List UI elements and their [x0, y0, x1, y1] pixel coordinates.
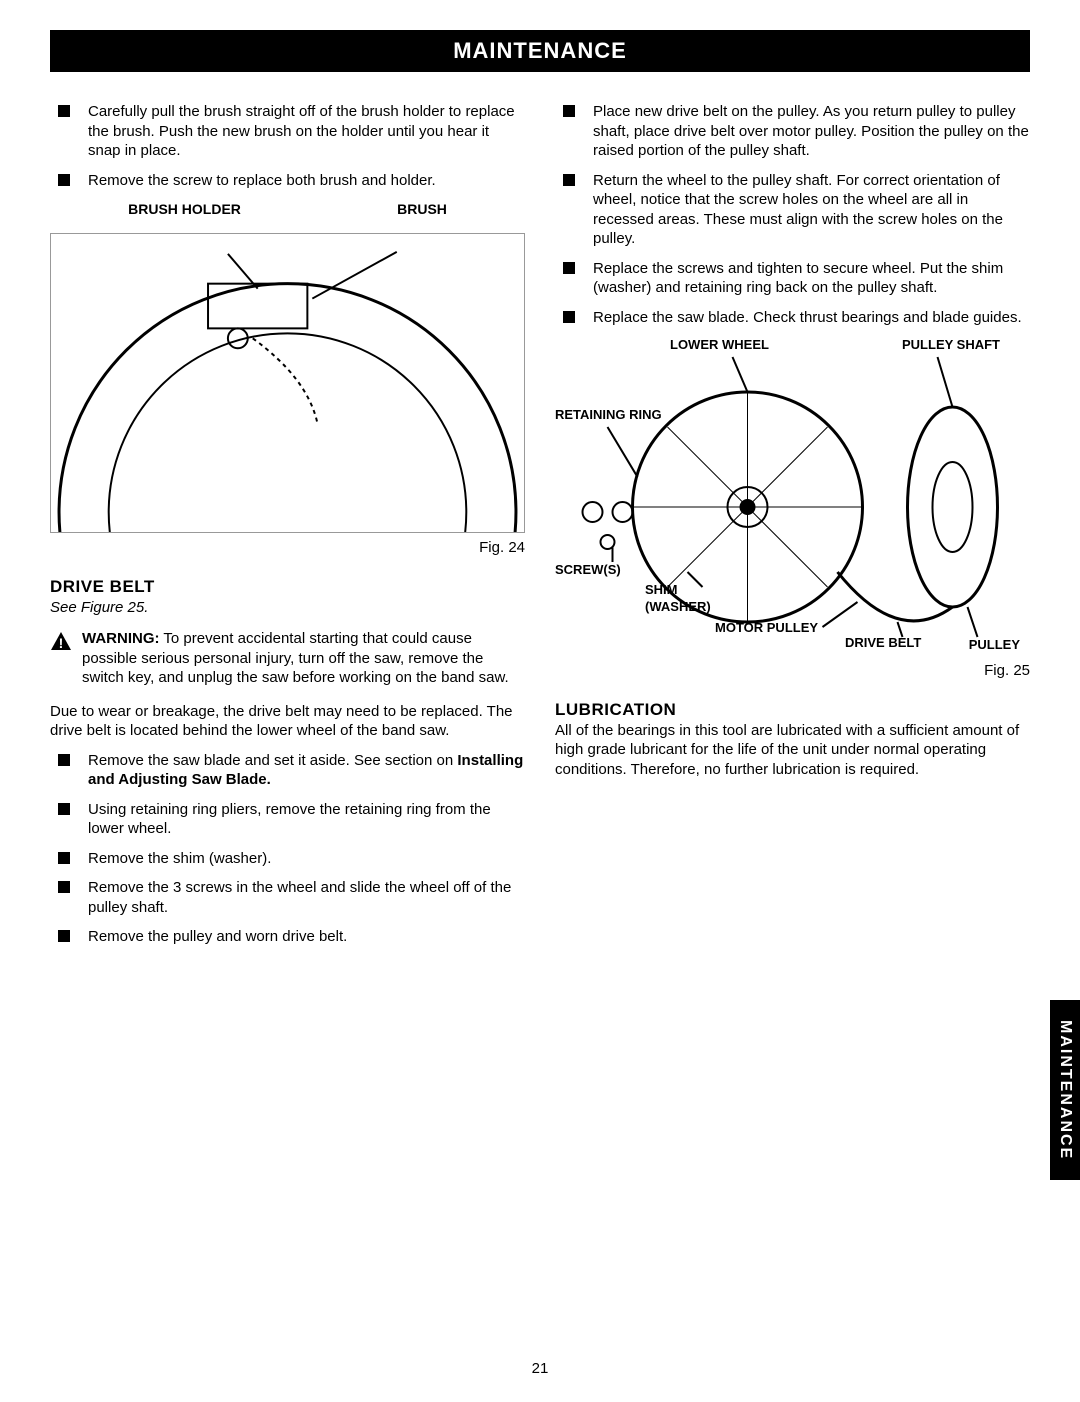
left-column: Carefully pull the brush straight off of… — [50, 102, 525, 957]
figure-24 — [50, 233, 525, 533]
bullet-text: Remove the pulley and worn drive belt. — [88, 927, 525, 947]
bullet-icon — [58, 803, 70, 815]
bullet-text: Place new drive belt on the pulley. As y… — [593, 102, 1030, 161]
warning-triangle-icon: ! — [50, 631, 72, 688]
fig25-label-screws: SCREW(S) — [555, 562, 621, 579]
list-item: Return the wheel to the pulley shaft. Fo… — [555, 171, 1030, 249]
drive-belt-bullets: Remove the saw blade and set it aside. S… — [50, 751, 525, 947]
svg-text:!: ! — [59, 635, 64, 651]
list-item: Remove the saw blade and set it aside. S… — [50, 751, 525, 790]
bullet-text: Replace the screws and tighten to secure… — [593, 259, 1030, 298]
list-item: Carefully pull the brush straight off of… — [50, 102, 525, 161]
fig25-label-pulley: PULLEY — [969, 637, 1020, 654]
bullet-text: Replace the saw blade. Check thrust bear… — [593, 308, 1030, 328]
bullet-text: Remove the 3 screws in the wheel and sli… — [88, 878, 525, 917]
fig25-label-pulley-shaft: PULLEY SHAFT — [902, 337, 1000, 354]
fig24-label-brush: BRUSH — [397, 200, 447, 218]
right-column: Place new drive belt on the pulley. As y… — [555, 102, 1030, 957]
fig25-label-motor-pulley: MOTOR PULLEY — [715, 620, 818, 637]
fig24-label-brush-holder: BRUSH HOLDER — [128, 200, 241, 218]
header-bar: MAINTENANCE — [50, 30, 1030, 72]
left-top-bullets: Carefully pull the brush straight off of… — [50, 102, 525, 190]
list-item: Using retaining ring pliers, remove the … — [50, 800, 525, 839]
list-item: Remove the 3 screws in the wheel and sli… — [50, 878, 525, 917]
bullet-icon — [58, 930, 70, 942]
fig25-label-drive-belt: DRIVE BELT — [845, 635, 921, 652]
fig25-svg — [555, 337, 1030, 657]
figure-25: LOWER WHEEL PULLEY SHAFT RETAINING RING … — [555, 337, 1030, 657]
fig24-svg — [51, 234, 524, 532]
bullet-icon — [58, 881, 70, 893]
warning-label: WARNING: — [82, 630, 160, 647]
fig24-top-labels: BRUSH HOLDER BRUSH — [50, 200, 525, 218]
bullet-icon — [58, 754, 70, 766]
drive-belt-paragraph: Due to wear or breakage, the drive belt … — [50, 702, 525, 741]
warning-text: WARNING: To prevent accidental starting … — [82, 629, 525, 688]
drive-belt-heading: DRIVE BELT — [50, 576, 525, 598]
list-item: Place new drive belt on the pulley. As y… — [555, 102, 1030, 161]
bullet-text: Return the wheel to the pulley shaft. Fo… — [593, 171, 1030, 249]
bullet-text: Using retaining ring pliers, remove the … — [88, 800, 525, 839]
list-item: Remove the screw to replace both brush a… — [50, 171, 525, 191]
fig25-label-retaining-ring: RETAINING RING — [555, 407, 662, 424]
bullet-text: Remove the shim (washer). — [88, 849, 525, 869]
lubrication-text: All of the bearings in this tool are lub… — [555, 721, 1030, 780]
bullet-icon — [58, 174, 70, 186]
page-number: 21 — [532, 1360, 549, 1377]
bullet-icon — [58, 852, 70, 864]
bullet-icon — [563, 262, 575, 274]
bullet-icon — [563, 311, 575, 323]
list-item: Remove the shim (washer). — [50, 849, 525, 869]
fig24-caption: Fig. 24 — [50, 538, 525, 558]
bullet-text: Remove the screw to replace both brush a… — [88, 171, 525, 191]
content-columns: Carefully pull the brush straight off of… — [50, 102, 1030, 957]
lubrication-heading: LUBRICATION — [555, 699, 1030, 721]
drive-belt-see: See Figure 25. — [50, 598, 525, 618]
warning-block: ! WARNING: To prevent accidental startin… — [50, 629, 525, 688]
right-top-bullets: Place new drive belt on the pulley. As y… — [555, 102, 1030, 327]
bullet-icon — [563, 105, 575, 117]
list-item: Remove the pulley and worn drive belt. — [50, 927, 525, 947]
fig25-label-lower-wheel: LOWER WHEEL — [670, 337, 769, 354]
bullet-icon — [58, 105, 70, 117]
bullet-icon — [563, 174, 575, 186]
side-tab-maintenance: MAINTENANCE — [1050, 1000, 1080, 1180]
list-item: Replace the screws and tighten to secure… — [555, 259, 1030, 298]
bullet-text: Carefully pull the brush straight off of… — [88, 102, 525, 161]
list-item: Replace the saw blade. Check thrust bear… — [555, 308, 1030, 328]
bullet-text: Remove the saw blade and set it aside. S… — [88, 751, 525, 790]
fig25-label-shim: SHIM (WASHER) — [645, 582, 711, 616]
fig25-caption: Fig. 25 — [555, 661, 1030, 681]
